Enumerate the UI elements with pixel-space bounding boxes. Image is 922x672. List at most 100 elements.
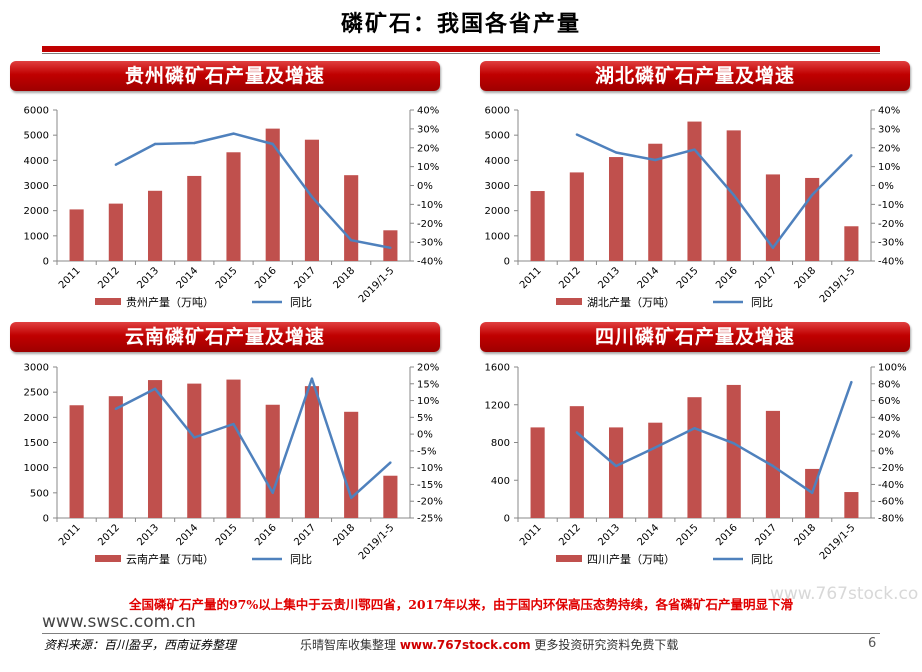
line-point: [654, 446, 657, 449]
x-tick-label: 2012: [96, 265, 122, 291]
line-point: [614, 464, 618, 468]
legend-label-line: 同比: [290, 553, 312, 566]
line-point: [389, 246, 392, 249]
line-point: [850, 380, 853, 384]
line-series-yoy: [575, 381, 853, 495]
bar: [265, 128, 280, 261]
legend-label-line: 同比: [751, 553, 773, 566]
chart-title-sichuan: 四川磷矿石产量及增速: [480, 322, 910, 352]
y-tick-label: 2000: [485, 206, 510, 217]
x-tick-label: 2015: [214, 522, 240, 548]
bar: [147, 190, 163, 261]
bar: [530, 427, 545, 518]
bar: [687, 397, 702, 518]
x-tick-label: 2011: [57, 522, 83, 548]
x-tick-label: 2017: [292, 522, 318, 548]
bar: [69, 405, 84, 518]
page-number: 6: [868, 636, 877, 651]
y-tick-label: 0: [504, 257, 510, 268]
x-tick-label: 2013: [135, 265, 161, 291]
y2-tick-label: 40%: [878, 106, 900, 117]
line-point: [693, 148, 696, 151]
bar: [108, 203, 123, 261]
x-tick-label: 2015: [675, 522, 701, 548]
y2-tick-label: 20%: [417, 143, 439, 154]
y2-tick-label: -40%: [878, 257, 904, 268]
x-tick-label: 2014: [175, 265, 201, 291]
x-tick-label: 2015: [214, 265, 240, 291]
y-tick-label: 1500: [24, 438, 49, 449]
bar: [147, 380, 163, 518]
y-tick-label: 4000: [24, 156, 49, 167]
x-tick-label: 2013: [596, 265, 622, 291]
y2-tick-label: 10%: [417, 396, 439, 407]
y2-tick-label: -20%: [878, 219, 904, 230]
bar: [648, 422, 663, 518]
line-point: [810, 491, 814, 495]
y-tick-label: 1000: [24, 231, 49, 242]
chart-title-hubei: 湖北磷矿石产量及增速: [480, 61, 910, 91]
legend-label-bar: 四川产量（万吨）: [587, 552, 675, 566]
x-tick-label: 2019/1-5: [818, 522, 858, 562]
x-tick-label: 2013: [135, 522, 161, 548]
bar: [687, 121, 702, 262]
chart-title-yunnan: 云南磷矿石产量及增速: [10, 322, 440, 352]
x-tick-label: 2018: [332, 522, 358, 548]
legend-label-line: 同比: [751, 296, 773, 309]
y2-tick-label: 30%: [417, 124, 439, 135]
title-rule-thin: [42, 53, 880, 54]
y-tick-label: 0: [504, 514, 510, 525]
title-rule: [42, 46, 880, 52]
line-point: [732, 442, 735, 445]
y2-tick-label: 5%: [417, 413, 433, 424]
y2-tick-label: -30%: [878, 238, 904, 249]
y2-tick-label: 80%: [878, 379, 900, 390]
line-point: [114, 407, 118, 411]
x-tick-label: 2016: [253, 522, 279, 548]
line-point: [575, 431, 579, 434]
line-point: [732, 193, 735, 197]
bar: [765, 410, 781, 518]
x-tick-label: 2011: [57, 265, 83, 291]
y-tick-label: 6000: [24, 106, 49, 117]
x-tick-label: 2012: [96, 522, 122, 548]
y2-tick-label: 0%: [878, 446, 894, 457]
bar: [304, 139, 320, 261]
y-tick-label: 3000: [24, 363, 49, 374]
x-tick-label: 2016: [714, 265, 740, 291]
line-point: [771, 246, 775, 249]
y-tick-label: 800: [491, 438, 510, 449]
y2-tick-label: 40%: [878, 413, 900, 424]
x-tick-label: 2015: [675, 265, 701, 291]
line-point: [349, 496, 353, 500]
legend-swatch-bar: [95, 555, 121, 562]
conclusion-text: 全国磷矿石产量的97%以上集中于云贵川鄂四省，2017年以来，由于国内环保高压态…: [128, 597, 794, 612]
y2-tick-label: -80%: [878, 514, 904, 525]
x-tick-label: 2017: [753, 522, 779, 548]
y2-tick-label: -5%: [417, 446, 436, 457]
legend-label-bar: 湖北产量（万吨）: [587, 295, 675, 309]
line-point: [850, 154, 853, 157]
watermark-text: www.767stock.co: [770, 584, 919, 604]
footer-watermark-site[interactable]: www.767stock.com: [399, 638, 531, 652]
x-tick-label: 2019/1-5: [357, 522, 397, 562]
bar: [187, 383, 202, 518]
x-tick-label: 2019/1-5: [357, 265, 397, 305]
x-tick-label: 2017: [753, 265, 779, 291]
y-tick-label: 0: [43, 257, 49, 268]
footer-rule: [42, 633, 880, 634]
bar: [844, 492, 859, 518]
legend-swatch-bar: [556, 298, 582, 305]
bar: [569, 172, 584, 261]
bar: [383, 230, 398, 261]
y2-tick-label: 40%: [417, 106, 439, 117]
y2-tick-label: -25%: [417, 514, 443, 525]
y-tick-label: 1200: [485, 400, 510, 411]
line-point: [271, 142, 274, 146]
y-tick-label: 2000: [24, 413, 49, 424]
site-url[interactable]: www.swsc.com.cn: [42, 612, 196, 632]
line-point: [389, 461, 392, 464]
y-tick-label: 0: [43, 514, 49, 525]
y2-tick-label: 20%: [878, 143, 900, 154]
chart-hubei: 0 1000 2000 3000 4000 5000 6000 -40% -30% -20% -10…: [485, 106, 904, 310]
